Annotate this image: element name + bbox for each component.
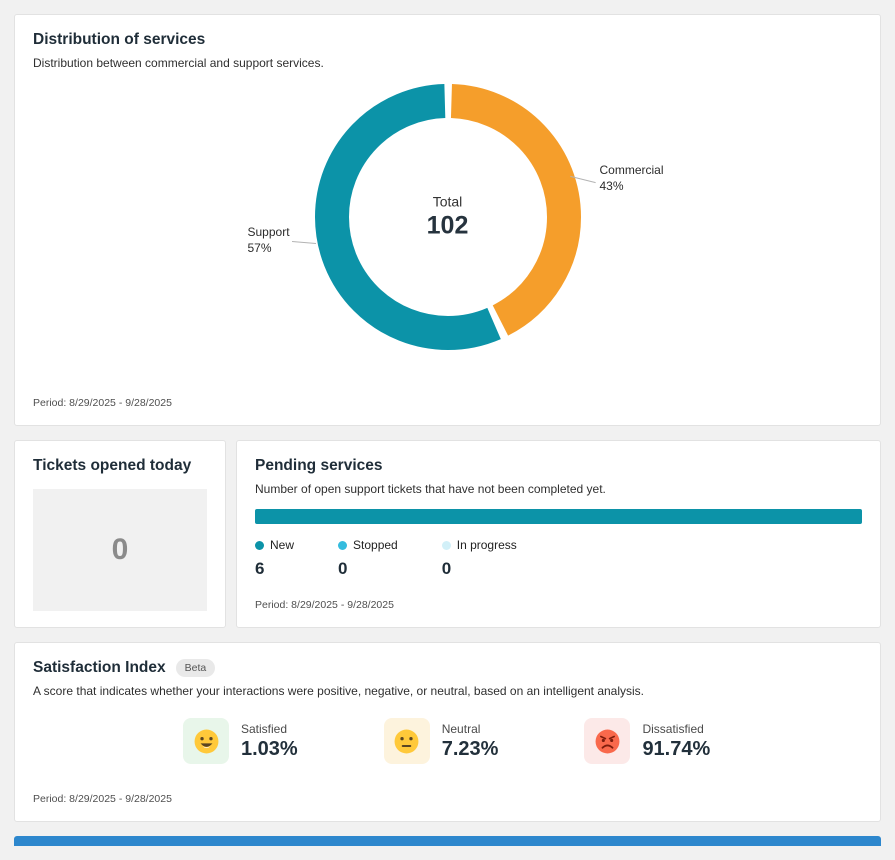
donut-chart-svg [314, 84, 581, 350]
stopped-legend-dot-icon [338, 540, 348, 550]
legend-head-in-progress: In progress [441, 538, 517, 552]
distribution-period-label: Period: 8/29/2025 - 9/28/2025 [33, 397, 172, 409]
dissatisfied-text: Dissatisfied 91.74% [642, 722, 710, 761]
donut-segment-support [314, 84, 581, 350]
support-callout-label: Support 57% [248, 224, 290, 256]
legend-head-stopped: Stopped [338, 538, 398, 552]
support-percentage: 57% [247, 241, 272, 256]
tickets-count-value: 0 [111, 533, 129, 566]
middle-row: Tickets opened today 0 Pending services … [14, 440, 881, 628]
legend-value-new: 6 [255, 559, 265, 578]
satisfied-label: Satisfied [241, 721, 288, 736]
satisfaction-title-row: Satisfaction Index Beta [33, 659, 862, 677]
legend-label-stopped: Stopped [353, 538, 398, 552]
satisfaction-items-row: Satisfied 1.03% Neutral 7.23% [183, 718, 862, 764]
pending-stacked-bar [255, 509, 862, 524]
satisfied-text: Satisfied 1.03% [241, 722, 298, 761]
dissatisfied-label: Dissatisfied [642, 721, 704, 736]
satisfied-value: 1.03% [241, 737, 298, 760]
bar-segment-new [255, 509, 862, 524]
neutral-value: 7.23% [441, 737, 499, 760]
legend-value-stopped: 0 [338, 559, 348, 578]
neutral-item: Neutral 7.23% [383, 718, 499, 764]
new-legend-dot-icon [255, 540, 264, 550]
pending-legend: New 6 Stopped 0 In progress 0 [255, 538, 862, 579]
neutral-text: Neutral 7.23% [442, 722, 499, 761]
grinning-face-icon [183, 718, 229, 764]
next-card-top-edge [14, 836, 881, 846]
satisfaction-index-card: Satisfaction Index Beta A score that ind… [14, 642, 881, 822]
distribution-of-services-card: Distribution of services Distribution be… [14, 14, 881, 426]
commercial-label: Commercial [599, 163, 664, 177]
neutral-label: Neutral [441, 721, 481, 736]
legend-item-new: New 6 [255, 538, 294, 579]
satisfied-item: Satisfied 1.03% [183, 718, 298, 764]
angry-face-icon [584, 718, 631, 764]
in-progress-legend-dot-icon [441, 540, 451, 550]
satisfaction-period-label: Period: 8/29/2025 - 9/28/2025 [33, 793, 172, 805]
donut-segment-commercial [314, 84, 581, 350]
tickets-card-title: Tickets opened today [33, 457, 192, 474]
support-label: Support [247, 225, 290, 239]
distribution-card-title: Distribution of services [33, 31, 206, 48]
commercial-callout-label: Commercial 43% [600, 162, 664, 194]
pending-card-title: Pending services [255, 457, 383, 474]
neutral-face-icon [383, 718, 430, 764]
beta-badge: Beta [175, 659, 216, 677]
satisfaction-card-subtitle: A score that indicates whether your inte… [33, 684, 645, 698]
pending-services-card: Pending services Number of open support … [236, 440, 881, 628]
tickets-count-box: 0 [33, 489, 207, 611]
legend-label-new: New [270, 538, 295, 552]
pending-card-subtitle: Number of open support tickets that have… [255, 482, 606, 496]
dissatisfied-item: Dissatisfied 91.74% [584, 718, 710, 764]
legend-item-in-progress: In progress 0 [441, 538, 517, 579]
distribution-card-subtitle: Distribution between commercial and supp… [33, 56, 324, 70]
dissatisfied-value: 91.74% [642, 737, 711, 760]
legend-value-in-progress: 0 [441, 559, 452, 578]
tickets-opened-today-card: Tickets opened today 0 [14, 440, 226, 628]
legend-item-stopped: Stopped 0 [338, 538, 398, 579]
legend-label-in-progress: In progress [456, 538, 517, 552]
satisfaction-card-title: Satisfaction Index [33, 659, 166, 676]
pending-period-label: Period: 8/29/2025 - 9/28/2025 [255, 599, 394, 611]
commercial-percentage: 43% [599, 179, 624, 194]
distribution-donut-chart: Total 102 Commercial 43% Support 57% [33, 76, 862, 382]
legend-head-new: New [255, 538, 294, 552]
